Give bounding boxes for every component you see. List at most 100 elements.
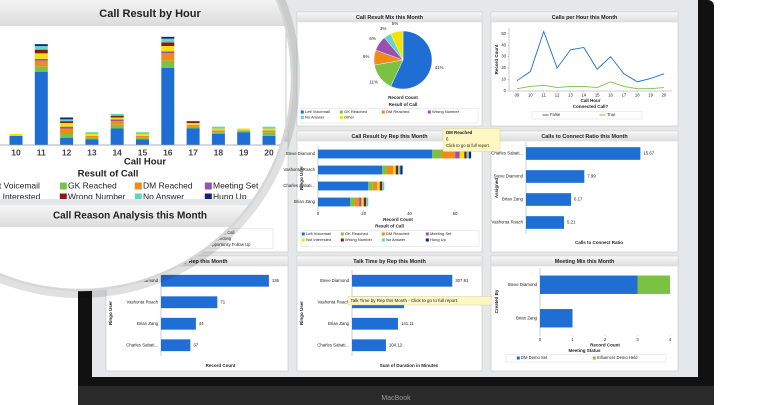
bar-segment (110, 113, 124, 116)
legend-title: Result of Call (375, 224, 404, 229)
bar-segment (318, 181, 369, 191)
bar-segment (186, 126, 200, 129)
legend-label: No Answer (386, 237, 406, 242)
bar-segment (60, 126, 74, 129)
y-axis-label: Created By (494, 289, 499, 313)
category-label: Charles Sabati... (317, 342, 349, 347)
bar-segment (34, 58, 48, 61)
x-tick-label: 14 (581, 93, 586, 98)
bar-segment (9, 135, 23, 145)
bar-segment (262, 135, 276, 145)
panel-title: Call Result by Rep this Month (351, 134, 427, 140)
x-tick-label: 3 (636, 337, 639, 342)
bar-segment (85, 132, 99, 134)
legend-label: Not Interested (306, 237, 331, 242)
x-tick-label: 0 (317, 211, 320, 216)
bar-segment (237, 132, 251, 145)
bar-segment (136, 135, 149, 138)
bar-segment (136, 132, 149, 134)
legend-label: Wrong Number (345, 237, 373, 242)
bar (352, 274, 453, 287)
legend-label: No Answer (143, 191, 184, 201)
legend-marker (339, 116, 343, 119)
legend-box (300, 108, 479, 124)
bar-segment (211, 130, 225, 133)
category-label: Vashonta Roach (492, 220, 524, 225)
category-label: Steve Diamond (286, 151, 316, 156)
x-tick-label: 16 (608, 93, 613, 98)
bar-segment (161, 42, 175, 46)
panel (296, 255, 483, 372)
panel-title: Calls to Connect Ratio this Month (541, 134, 627, 140)
legend-label: Left Voicemail (306, 231, 331, 236)
x-tick-label: 13 (87, 147, 97, 157)
bar-segment (186, 121, 200, 123)
value-label: 7.99 (587, 174, 596, 179)
bar-segment (161, 46, 175, 52)
bar-segment (382, 181, 385, 191)
slice-label: 6% (363, 54, 370, 59)
x-tick-label: 1 (571, 337, 574, 342)
bar-segment (60, 123, 74, 127)
bar-segment (60, 121, 74, 123)
x-tick-label: 2 (604, 337, 607, 342)
x-tick-label: 12 (62, 147, 72, 157)
value-label: 44 (199, 321, 204, 326)
lens-rim (0, 0, 294, 292)
bar (352, 339, 386, 352)
bar-segment (262, 132, 276, 136)
x-axis-label: Calls to Connect Ratio (575, 240, 623, 245)
bar-segment (60, 137, 74, 145)
y-tick-label: 10 (501, 77, 506, 82)
bar-segment (34, 71, 48, 145)
bar-segment (110, 121, 124, 125)
bar-segment (34, 44, 48, 46)
legend-box (531, 111, 643, 120)
x-tick-label: 18 (635, 93, 640, 98)
x-tick-label: 40 (407, 211, 412, 216)
bar-segment (354, 197, 360, 207)
legend-marker (301, 232, 305, 236)
slice-label: 11% (369, 80, 378, 85)
legend-label: Opportunity Follow Up (209, 242, 251, 247)
bar-segment (161, 68, 175, 145)
x-tick-label: 17 (188, 147, 198, 157)
category-label: Brian Zang (502, 197, 524, 202)
pie-slice (390, 30, 433, 90)
x-tick-label: 20 (662, 93, 667, 98)
bar (161, 296, 218, 309)
bar-segment (237, 128, 251, 131)
category-label: Brian Zang (328, 321, 350, 326)
bar-segment (9, 134, 23, 136)
panel-header (491, 12, 678, 23)
category-label: Vashonta Roach (318, 299, 350, 304)
legend-marker (300, 110, 304, 114)
legend-marker (381, 238, 385, 242)
measure-label: Record Count (388, 95, 418, 100)
x-tick-label: 19 (239, 147, 249, 157)
category-label: Vashonta Roach (284, 167, 316, 172)
bar-segment (60, 128, 74, 134)
legend-marker (381, 110, 385, 114)
bar-segment (34, 49, 48, 54)
category-label: Vashonta Roach (127, 299, 159, 304)
y-tick-label: 50 (501, 31, 506, 36)
bar-segment (136, 137, 149, 140)
bar-segment (318, 149, 433, 159)
legend-label: Meeting Set (430, 231, 452, 236)
panel-gap (0, 199, 292, 205)
bar-segment (34, 46, 48, 50)
legend-marker (425, 238, 429, 242)
value-label: 6.17 (574, 197, 583, 202)
value-label: 5.21 (567, 220, 576, 225)
category-label: Charles Sabati... (126, 342, 158, 347)
legend-title: Result of Call (389, 102, 418, 107)
legend-marker (592, 356, 596, 360)
bar-segment (34, 60, 48, 67)
legend-label: Left Voicemail (0, 180, 40, 190)
legend-label: DM Reached (386, 231, 409, 236)
x-tick-label: 18 (214, 147, 224, 157)
series-line (516, 30, 665, 83)
legend-marker (425, 232, 429, 236)
y-axis-label: Ringo User (108, 301, 113, 325)
